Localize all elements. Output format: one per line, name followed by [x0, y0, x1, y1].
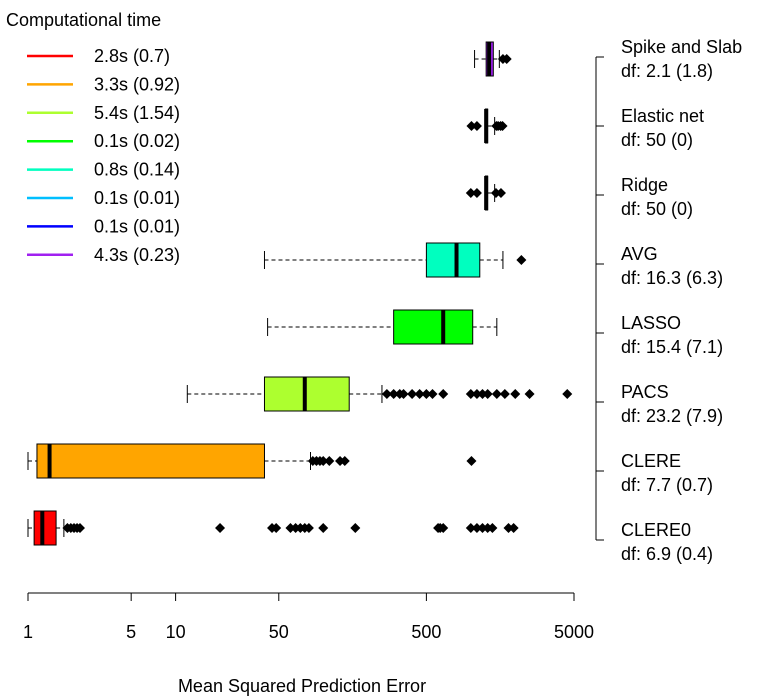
legend-label: 0.8s (0.14): [94, 160, 180, 180]
outlier-point: [471, 389, 482, 399]
box-spike-and-slab: [474, 41, 512, 77]
outlier-point: [482, 389, 493, 399]
outlier-point: [324, 456, 335, 466]
x-tick-label: 50: [269, 622, 289, 642]
method-df: df: 50 (0): [621, 199, 693, 219]
outlier-point: [562, 389, 573, 399]
outlier-point: [465, 188, 476, 198]
x-tick-label: 1: [23, 622, 33, 642]
box-clere: [27, 443, 477, 479]
x-tick-label: 10: [166, 622, 186, 642]
x-axis-label: Mean Squared Prediction Error: [178, 676, 426, 696]
x-tick-label: 5000: [554, 622, 594, 642]
method-df: df: 7.7 (0.7): [621, 475, 713, 495]
outlier-point: [285, 523, 296, 533]
legend-label: 0.1s (0.01): [94, 188, 180, 208]
outlier-point: [501, 54, 512, 64]
outlier-point: [438, 389, 449, 399]
method-name: CLERE0: [621, 520, 691, 540]
method-df: df: 50 (0): [621, 130, 693, 150]
outlier-point: [438, 523, 449, 533]
legend-label: 0.1s (0.01): [94, 216, 180, 236]
outlier-point: [477, 523, 488, 533]
outlier-point: [414, 389, 425, 399]
legend-label: 5.4s (1.54): [94, 103, 180, 123]
box-lasso: [267, 309, 498, 345]
outlier-point: [510, 389, 521, 399]
outlier-point: [427, 389, 438, 399]
box-pacs: [186, 376, 573, 412]
method-name: Elastic net: [621, 106, 704, 126]
outlier-point: [271, 523, 282, 533]
outlier-point: [499, 389, 510, 399]
legend: Computational time 2.8s (0.7) 3.3s (0.92)…: [6, 10, 180, 265]
outlier-point: [503, 523, 514, 533]
outlier-point: [339, 456, 350, 466]
outlier-point: [471, 188, 482, 198]
outlier-point: [466, 456, 477, 466]
outlier-point: [303, 523, 314, 533]
method-df: df: 23.2 (7.9): [621, 406, 723, 426]
method-name: LASSO: [621, 313, 681, 333]
outlier-point: [487, 523, 498, 533]
outlier-point: [318, 523, 329, 533]
box-clere0: [27, 510, 519, 546]
method-df: df: 15.4 (7.1): [621, 337, 723, 357]
outlier-point: [477, 389, 488, 399]
method-labels: Spike and Slab df: 2.1 (1.8) Elastic net df…: [595, 37, 742, 564]
box-ridge: [465, 175, 506, 211]
box-iqr: [393, 309, 474, 345]
legend-label: 4.3s (0.23): [94, 245, 180, 265]
method-name: AVG: [621, 244, 658, 264]
outlier-point: [465, 389, 476, 399]
outlier-point: [466, 121, 477, 131]
outlier-point: [421, 389, 432, 399]
legend-label: 0.1s (0.02): [94, 131, 180, 151]
method-df: df: 2.1 (1.8): [621, 61, 713, 81]
outlier-point: [318, 456, 329, 466]
box-avg: [263, 242, 527, 278]
legend-title: Computational time: [6, 10, 161, 30]
legend-label: 2.8s (0.7): [94, 46, 170, 66]
outlier-point: [497, 121, 508, 131]
method-df: df: 6.9 (0.4): [621, 544, 713, 564]
outlier-point: [471, 121, 482, 131]
outlier-point: [508, 523, 519, 533]
legend-label: 3.3s (0.92): [94, 74, 180, 94]
outlier-point: [471, 523, 482, 533]
method-name: Ridge: [621, 175, 668, 195]
outlier-point: [388, 389, 399, 399]
x-tick-label: 500: [411, 622, 441, 642]
box-elastic-net: [466, 108, 508, 144]
method-name: Spike and Slab: [621, 37, 742, 57]
box-iqr: [33, 510, 57, 546]
outlier-point: [495, 188, 506, 198]
outlier-point: [465, 523, 476, 533]
box-iqr: [36, 443, 265, 479]
boxplot-layer: [27, 41, 573, 546]
outlier-point: [516, 255, 527, 265]
outlier-point: [407, 389, 418, 399]
outlier-point: [381, 389, 392, 399]
outlier-point: [524, 389, 535, 399]
x-axis: 1 5 10 50 500 5000: [23, 592, 594, 642]
outlier-point: [74, 523, 85, 533]
method-name: CLERE: [621, 451, 681, 471]
outlier-point: [398, 389, 409, 399]
outlier-point: [350, 523, 361, 533]
method-df: df: 16.3 (6.3): [621, 268, 723, 288]
box-iqr: [425, 242, 481, 278]
method-name: PACS: [621, 382, 669, 402]
outlier-point: [491, 389, 502, 399]
outlier-point: [215, 523, 226, 533]
box-iqr: [263, 376, 350, 412]
x-tick-label: 5: [126, 622, 136, 642]
